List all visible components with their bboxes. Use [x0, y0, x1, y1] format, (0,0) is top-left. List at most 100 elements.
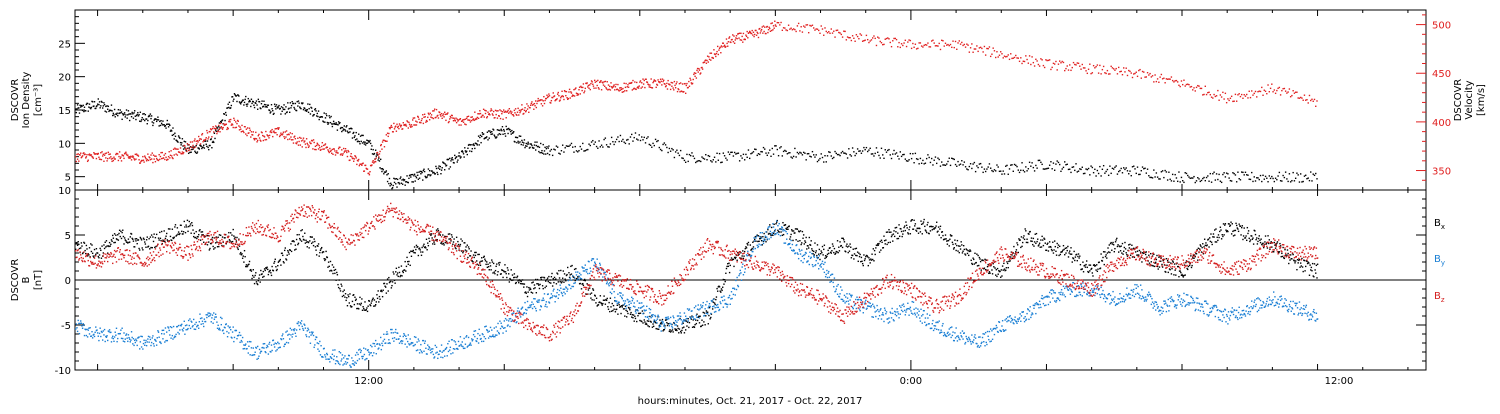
velocity-point: [1107, 70, 1108, 71]
density-point: [871, 153, 872, 154]
velocity-point: [1225, 93, 1226, 94]
density-point: [529, 147, 530, 148]
bx-point: [563, 270, 564, 271]
bx-point: [709, 307, 710, 308]
bx-point: [297, 234, 298, 235]
density-point: [650, 145, 651, 146]
bx-point: [260, 281, 261, 282]
velocity-point: [414, 117, 415, 118]
density-point: [704, 158, 705, 159]
bx-point: [1175, 274, 1176, 275]
bx-point: [441, 243, 442, 244]
bx-point: [854, 253, 855, 254]
density-point: [1020, 170, 1021, 171]
density-point: [364, 141, 365, 142]
velocity-point: [1157, 78, 1158, 79]
bx-point: [536, 292, 537, 293]
velocity-point: [381, 144, 382, 145]
bx-point: [119, 230, 120, 231]
density-point: [101, 102, 102, 103]
velocity-point: [595, 87, 596, 88]
velocity-point: [1242, 98, 1243, 99]
bx-point: [148, 238, 149, 239]
velocity-point: [640, 80, 641, 81]
velocity-point: [130, 157, 131, 158]
bx-point: [806, 248, 807, 249]
density-point: [1207, 175, 1208, 176]
bx-point: [951, 235, 952, 236]
density-point: [1151, 177, 1152, 178]
density-point: [337, 129, 338, 130]
bx-point: [408, 264, 409, 265]
density-point: [1080, 169, 1081, 170]
bx-point: [682, 327, 683, 328]
velocity-point: [401, 125, 402, 126]
velocity-point: [479, 113, 480, 114]
density-point: [1128, 173, 1129, 174]
bx-point: [1068, 256, 1069, 257]
bx-point: [819, 249, 820, 250]
bx-point: [133, 240, 134, 241]
velocity-point: [436, 109, 437, 110]
velocity-point: [450, 117, 451, 118]
density-point: [1168, 172, 1169, 173]
density-point: [188, 153, 189, 154]
bx-point: [459, 245, 460, 246]
velocity-point: [223, 123, 224, 124]
bx-point: [201, 234, 202, 235]
bx-point: [1063, 249, 1064, 250]
velocity-point: [468, 116, 469, 117]
velocity-point: [1172, 80, 1173, 81]
velocity-point: [437, 115, 438, 116]
bx-point: [1018, 252, 1019, 253]
bx-point: [939, 234, 940, 235]
velocity-point: [1159, 76, 1160, 77]
velocity-point: [285, 131, 286, 132]
bx-point: [967, 250, 968, 251]
velocity-point: [694, 76, 695, 77]
density-point: [1001, 173, 1002, 174]
density-point: [775, 145, 776, 146]
bx-point: [174, 237, 175, 238]
velocity-point: [249, 130, 250, 131]
density-point: [131, 116, 132, 117]
bx-point: [839, 250, 840, 251]
density-point: [346, 125, 347, 126]
velocity-point: [625, 87, 626, 88]
velocity-point: [1311, 99, 1312, 100]
velocity-point: [578, 94, 579, 95]
velocity-point: [901, 43, 902, 44]
velocity-point: [241, 125, 242, 126]
velocity-point: [283, 132, 284, 133]
density-point: [731, 152, 732, 153]
density-point: [784, 150, 785, 151]
density-point: [1013, 171, 1014, 172]
density-point: [503, 129, 504, 130]
density-point: [433, 172, 434, 173]
density-point: [95, 108, 96, 109]
velocity-point: [221, 126, 222, 127]
velocity-point: [246, 129, 247, 130]
velocity-point: [767, 32, 768, 33]
density-point: [709, 156, 710, 157]
density-point: [1093, 172, 1094, 173]
density-point: [184, 147, 185, 148]
density-point: [107, 109, 108, 110]
bx-point: [172, 229, 173, 230]
density-point: [562, 144, 563, 145]
velocity-point: [145, 157, 146, 158]
velocity-point: [974, 48, 975, 49]
density-point: [814, 156, 815, 157]
density-point: [1304, 175, 1305, 176]
density-point: [610, 143, 611, 144]
velocity-point: [736, 35, 737, 36]
density-point: [837, 154, 838, 155]
density-point: [244, 99, 245, 100]
bx-point: [487, 264, 488, 265]
density-point: [263, 106, 264, 107]
density-point: [893, 150, 894, 151]
density-point: [308, 108, 309, 109]
velocity-point: [609, 86, 610, 87]
density-point: [1161, 171, 1162, 172]
bx-point: [1220, 229, 1221, 230]
